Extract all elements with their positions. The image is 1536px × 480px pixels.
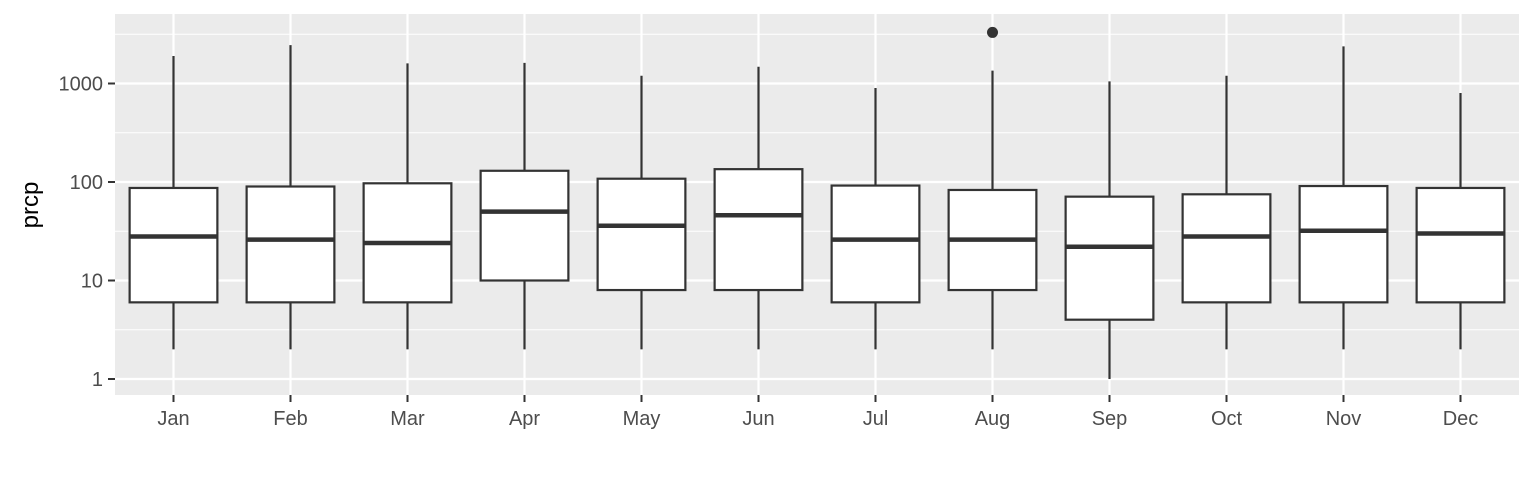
iqr-box	[1415, 186, 1506, 304]
box-jul	[830, 88, 921, 350]
outlier-point	[987, 26, 998, 38]
box-jun	[713, 66, 804, 350]
box-sep	[1064, 81, 1155, 379]
iqr-box	[1298, 184, 1389, 304]
box-feb	[245, 45, 336, 350]
box-nov	[1298, 46, 1389, 350]
box-may	[596, 75, 687, 350]
y-tick-label: 1	[92, 369, 103, 391]
axes: 1 10 100 1000 Jan Feb Mar Apr May Jun Jul Aug Sep Oct…	[59, 74, 1479, 431]
box-mar	[362, 63, 453, 350]
iqr-box	[1181, 193, 1272, 304]
iqr-box	[1064, 195, 1155, 321]
x-tick-label: May	[623, 408, 661, 430]
plot-panel	[115, 14, 1519, 395]
iqr-box	[245, 185, 336, 304]
box-dec	[1415, 93, 1506, 350]
x-tick-label: Mar	[390, 408, 425, 430]
box-jan	[128, 56, 219, 350]
x-tick-label: Nov	[1326, 408, 1362, 430]
iqr-box	[128, 186, 219, 304]
iqr-box	[596, 177, 687, 292]
x-tick-label: Jan	[157, 408, 189, 430]
iqr-box	[830, 184, 921, 304]
iqr-box	[713, 168, 804, 292]
y-tick-label: 100	[70, 172, 103, 194]
x-tick-label: Jun	[742, 408, 774, 430]
x-tick-label: Sep	[1092, 408, 1128, 430]
x-tick-label: Aug	[975, 408, 1011, 430]
box-apr	[479, 62, 570, 350]
x-tick-label: Oct	[1211, 408, 1243, 430]
y-tick-label: 10	[81, 271, 103, 293]
x-tick-label: Dec	[1443, 408, 1479, 430]
x-tick-label: Jul	[863, 408, 889, 430]
y-axis-title: prcp	[17, 182, 44, 229]
iqr-box	[479, 169, 570, 282]
box-oct	[1181, 75, 1272, 350]
boxes	[128, 26, 1506, 379]
y-tick-label: 1000	[59, 74, 104, 96]
box-aug	[947, 26, 1038, 350]
x-tick-label: Apr	[509, 408, 540, 430]
x-tick-label: Feb	[273, 408, 307, 430]
